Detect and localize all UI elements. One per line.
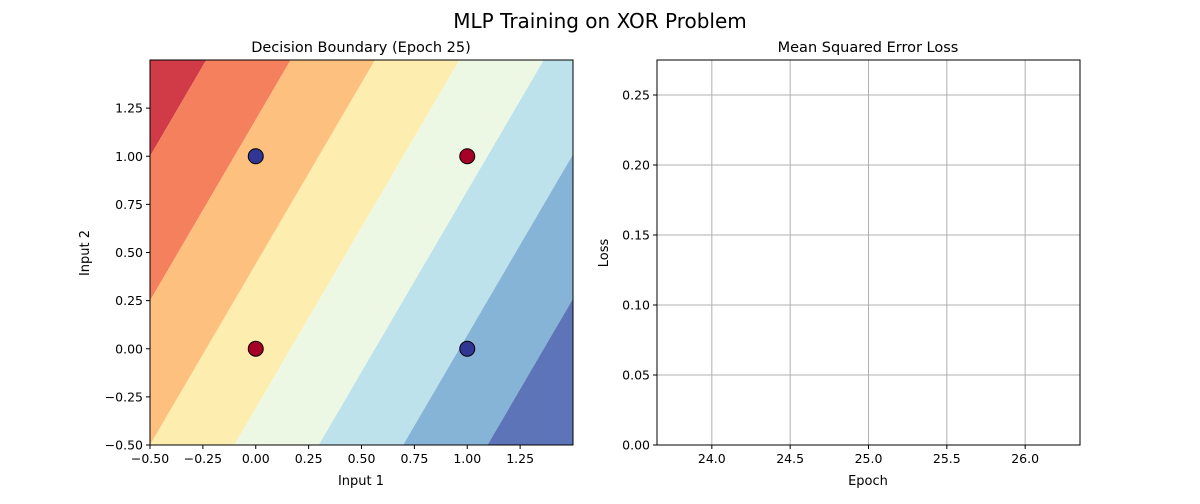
xor-data-point — [459, 148, 476, 165]
loss-axes: Mean Squared Error Loss 24.0 24.5 25.0 25.5… — [597, 40, 1081, 489]
loss-frame — [656, 59, 1081, 446]
y-tick-label: 0.20 — [622, 158, 650, 173]
xor-data-point — [247, 148, 264, 165]
figure-title: MLP Training on XOR Problem — [453, 9, 747, 33]
x-tick-label: −0.50 — [131, 451, 169, 466]
y-axis-label-loss: Loss — [597, 239, 612, 268]
x-tick-label: 0.50 — [348, 451, 376, 466]
x-tick-label: 0.75 — [400, 451, 428, 466]
contour-band — [487, 298, 573, 445]
y-tick-label: −0.50 — [105, 438, 143, 453]
x-tick-label: 1.25 — [506, 451, 534, 466]
x-axis-label-input-1: Input 1 — [338, 474, 384, 489]
y-tick-label: −0.25 — [105, 389, 143, 404]
contour-band — [150, 60, 460, 445]
decision-boundary-frame — [149, 59, 574, 446]
x-tick-label: 25.0 — [855, 451, 883, 466]
y-tick-label: 1.00 — [115, 149, 143, 164]
y-tick-label: 0.50 — [115, 245, 143, 260]
decision-boundary-axes: Decision Boundary (Epoch 25) −0.50 −0.25 0… — [78, 40, 574, 489]
y-tick-label: 0.75 — [115, 197, 143, 212]
contour-band — [403, 154, 573, 445]
xor-data-point — [247, 340, 264, 357]
x-tick-label: −0.25 — [184, 451, 222, 466]
y-tick-label: 0.25 — [622, 88, 650, 103]
y-tick-label: 0.25 — [115, 293, 143, 308]
y-axis-label-input-2: Input 2 — [78, 230, 93, 276]
y-tick-label: 0.15 — [622, 228, 650, 243]
x-tick-label: 1.00 — [453, 451, 481, 466]
contour-band — [318, 60, 573, 445]
y-tick-label: 0.10 — [622, 298, 650, 313]
x-tick-label: 26.0 — [1011, 451, 1039, 466]
loss-title: Mean Squared Error Loss — [778, 40, 959, 56]
x-tick-label: 0.25 — [295, 451, 323, 466]
y-tick-label: 1.25 — [115, 101, 143, 116]
x-tick-label: 25.5 — [933, 451, 961, 466]
x-tick-label: 24.5 — [776, 451, 804, 466]
xor-data-point — [459, 340, 476, 357]
x-tick-label: 0.00 — [242, 451, 270, 466]
y-tick-label: 0.05 — [622, 368, 650, 383]
x-tick-label: 24.0 — [698, 451, 726, 466]
decision-boundary-title: Decision Boundary (Epoch 25) — [251, 40, 471, 56]
y-tick-label: 0.00 — [622, 438, 650, 453]
x-axis-label-epoch: Epoch — [848, 474, 888, 489]
y-tick-label: 0.00 — [115, 341, 143, 356]
